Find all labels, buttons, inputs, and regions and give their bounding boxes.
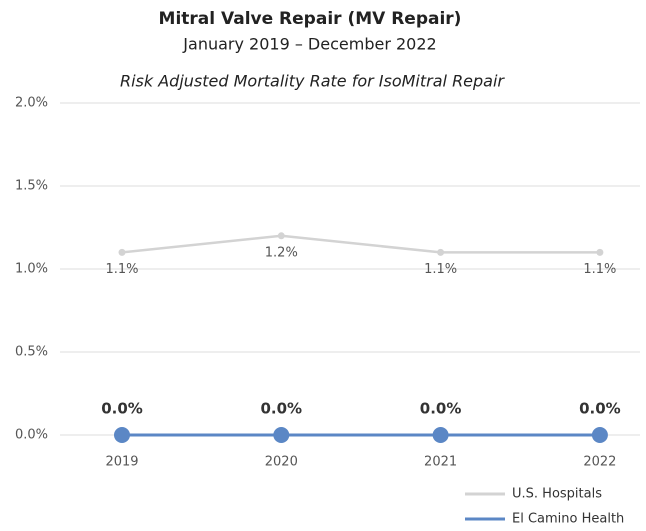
y-tick-label: 1.0% [15,262,48,277]
data-label: 0.0% [260,400,302,418]
chart-title: Mitral Valve Repair (MV Repair) [159,9,462,29]
x-tick-label: 2020 [265,455,298,470]
data-point [432,427,449,443]
data-label: 1.2% [265,245,298,260]
y-tick-label: 0.0% [15,428,48,443]
data-label: 0.0% [579,400,621,418]
data-label: 0.0% [101,400,143,418]
data-label: 0.0% [420,400,462,418]
y-tick-label: 0.5% [15,345,48,360]
data-point [591,427,608,443]
y-tick-label: 1.5% [15,179,48,194]
series-line [121,234,600,254]
data-point [277,232,285,240]
data-label: 1.1% [583,262,616,277]
data-point [118,248,126,256]
data-point [596,248,604,256]
x-tick-label: 2022 [583,455,616,470]
legend-label: U.S. Hospitals [512,487,602,502]
data-point [437,248,445,256]
legend-label: El Camino Health [512,512,624,527]
data-label: 1.1% [105,262,138,277]
y-tick-label: 2.0% [15,96,48,111]
data-point [114,427,130,443]
y-axis-title: Risk Adjusted Mortality Rate for IsoMitr… [120,72,505,91]
chart-subtitle: January 2019 – December 2022 [182,35,436,54]
x-tick-label: 2021 [424,455,457,470]
data-point [273,427,290,443]
x-tick-label: 2019 [105,455,138,470]
data-label: 1.1% [424,262,457,277]
